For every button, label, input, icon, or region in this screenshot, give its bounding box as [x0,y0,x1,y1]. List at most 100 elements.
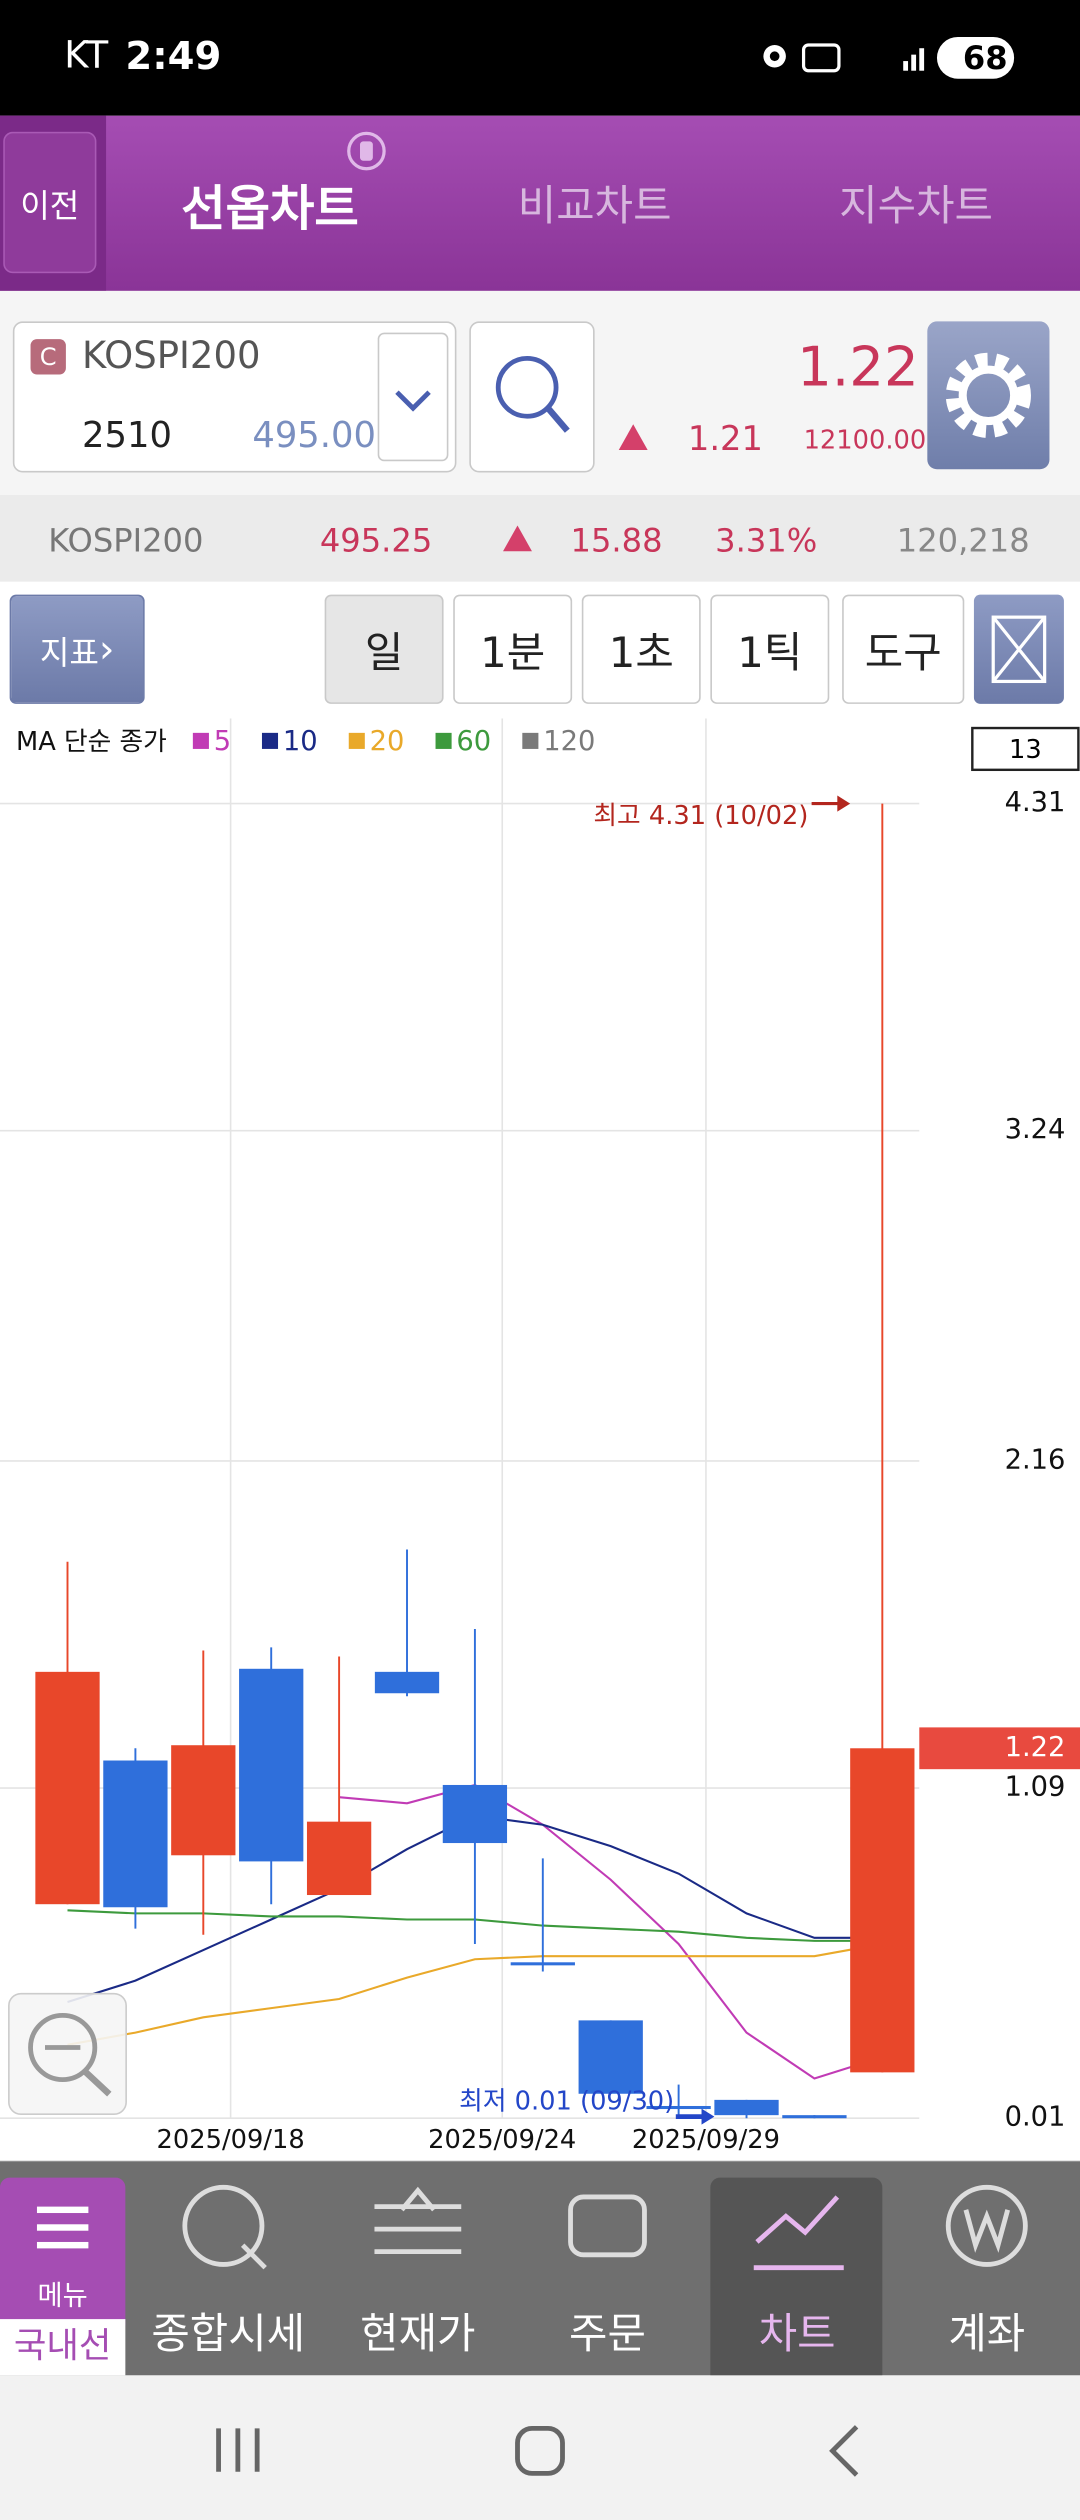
legend-swatch [435,732,452,749]
x-tick-label: 2025/09/29 [632,2125,780,2155]
menu-icon [36,2206,89,2249]
index-name: KOSPI200 [48,520,204,560]
tab[interactable]: 비교차트 [517,183,672,232]
settings-button[interactable] [927,321,1050,470]
candle-body [103,1760,168,1908]
zoom-icon [28,2012,112,2097]
legend-label: 120 [543,726,595,757]
quote-panel: C KOSPI200 2510 495.00 1.22 1.21 12100.0… [0,290,1080,496]
dropdown[interactable] [377,332,449,462]
chevron [395,390,431,412]
period-button[interactable]: 일 [324,594,444,704]
legend-label: 60 [456,726,491,757]
candle-count: 13 [1009,735,1042,765]
search-button[interactable] [469,321,595,473]
nav-label: 계좌 [948,2311,1026,2360]
candle-body [171,1745,236,1856]
nav-label: 종합시세 [151,2311,306,2360]
battery: 68 [936,36,1015,79]
tab[interactable]: 선옵차트 [181,180,359,238]
legend-label: 20 [370,726,405,757]
back-area: 이전 [0,115,107,291]
high-annotation: 최고 4.31 (10/02) [593,801,808,831]
tools-button[interactable]: 도구 [842,594,965,704]
candle-body [374,1671,440,1694]
high-arrow-head [837,795,851,812]
back-button[interactable]: 이전 [3,131,97,274]
active-tab-bg [710,2177,883,2376]
nav-label: 현재가 [360,2311,476,2360]
low-annotation: 최저 0.01 (09/30) [459,2087,674,2117]
legend-swatch [261,732,279,749]
legend-label: 5 [214,726,231,757]
nav-item[interactable]: 계좌 [898,2162,1075,2376]
index-bar: KOSPI200 495.25 15.88 3.31% 120,218 [0,495,1080,582]
y-tick-label: 2.16 [1005,1444,1066,1475]
legend-title: MA 단순 종가 [16,727,167,757]
indicator-label: 지표 [39,632,99,671]
index-value: 495.25 [319,520,433,560]
current-section: 국내선옵 [0,2319,126,2424]
candle-body [35,1671,100,1905]
period-button[interactable]: 1초 [581,594,701,704]
index-change: 15.88 [570,520,663,560]
up-triangle [503,525,532,552]
symbol: KOSPI200 [81,335,261,378]
chart: MA 단순 종가 13 0.01 1.09 2.16 3.24 4.31 2025/09/… [0,718,1080,2162]
up-triangle [618,424,648,451]
search-icon [495,355,570,433]
symbol-box[interactable]: C KOSPI200 2510 495.00 [12,321,457,473]
tab[interactable]: 지수차트 [839,183,993,232]
nav-item[interactable]: 주문 [519,2162,696,2376]
chevron: › [98,626,115,672]
index-rate: 3.31% [715,520,818,560]
candle-body [239,1668,304,1862]
toolbar: 지표 › 일 1분 1초 1틱 도구 [0,581,1080,719]
candle-body [782,2115,847,2119]
indicator-button[interactable]: 지표 › [9,594,145,704]
y-tick-label: 3.24 [1005,1114,1066,1145]
x-tick-label: 2025/09/18 [157,2125,305,2155]
nav-item[interactable]: 현재가 [329,2162,506,2376]
count-box [971,726,1080,772]
sync-icon [347,131,386,171]
ma-line [339,1783,883,2080]
zoom-out-button[interactable] [8,1992,127,2116]
carrier: KT [64,35,109,78]
nav-item[interactable]: 차트 [709,2162,886,2376]
y-tick-label: 4.31 [1005,787,1066,818]
period-button[interactable]: 1틱 [710,594,830,704]
period-button[interactable]: 1분 [453,594,573,704]
y-tick-label: 0.01 [1005,2102,1066,2133]
candle-body [306,1821,372,1896]
low-arrow-head [701,2108,715,2125]
nav-icon [753,2195,844,2271]
candle-body [850,1748,915,2073]
candle-body [510,1962,575,1966]
menu-label: 메뉴 [37,2280,88,2313]
bottom-nav: 메뉴 국내선옵 종합시세 현재가 주문 차트 계좌 [0,2161,1080,2424]
code: 2510 [81,416,172,457]
nav-item[interactable]: 종합시세 [140,2162,317,2376]
change: 1.21 [687,419,764,459]
strike: 495.00 [252,416,377,457]
gear-icon [945,352,1031,438]
legend-swatch [192,732,209,749]
badge: C [30,339,66,375]
legend-swatch [348,732,365,749]
system-icons [216,2425,859,2477]
menu-button[interactable]: 메뉴 [0,2177,126,2326]
nav-label: 차트 [758,2311,836,2360]
candle-body [646,2105,711,2110]
status-icons [763,43,925,73]
clock: 2:49 [125,33,222,79]
nav-icon [568,2194,647,2258]
current-price-label: 1.22 [1005,1732,1066,1763]
nav-icon [374,2186,462,2255]
candle-body [442,1784,508,1844]
nav-icon [945,2184,1028,2267]
fullscreen-button[interactable] [973,594,1064,704]
candle-body [714,2099,779,2116]
